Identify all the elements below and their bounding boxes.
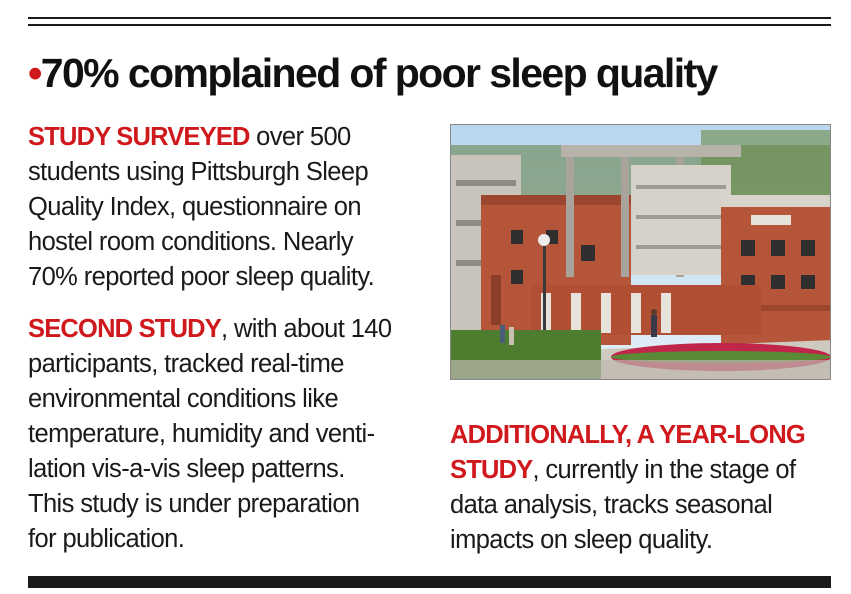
paragraph-lead: SECOND STUDY [28,315,222,343]
paragraph-line: STUDY SURVEYED over 500 [28,120,423,155]
paragraph-line: for publication. [28,525,185,553]
paragraph-line: 70% reported poor sleep quality. [28,263,375,291]
paragraph-year-long-study: ADDITIONALLY, A YEAR-LONG STUDY, current… [450,418,840,558]
paragraph-text: , currently in the stage of [532,456,796,484]
paragraph-line: students using Pittsburgh Sleep [28,158,369,186]
paragraph-lead: STUDY SURVEYED [28,123,250,151]
paragraph-line: lation vis-a-vis sleep patterns. [28,455,345,483]
paragraph-line: Quality Index, questionnaire on [28,193,362,221]
paragraph-line: impacts on sleep quality. [450,526,713,554]
paragraph-line: hostel room conditions. Nearly [28,228,354,256]
paragraph-lead: ADDITIONALLY, A YEAR-LONG [450,421,806,449]
paragraph-line: participants, tracked real-time [28,350,344,378]
building-illustration [451,125,830,379]
headline: •70% complained of poor sleep quality [28,48,719,98]
top-rule-thin-second [28,24,831,26]
paragraph-line: environmental conditions like [28,385,339,413]
paragraph-lead: STUDY [450,456,533,484]
paragraph-line: STUDY, currently in the stage of [450,453,840,488]
bottom-rule-thick [28,576,831,588]
campus-hostel-building-photo [450,124,831,380]
top-rule-thin [28,17,831,19]
paragraph-line: SECOND STUDY, with about 140 [28,312,423,347]
paragraph-line: temperature, humidity and venti- [28,420,375,448]
headline-text: 70% complained of poor sleep quality [40,50,719,96]
paragraph-text: , with about 140 [221,315,392,343]
paragraph-second-study: SECOND STUDY, with about 140 participant… [28,312,423,557]
paragraph-line: This study is under preparation [28,490,360,518]
paragraph-line: data analysis, tracks seasonal [450,491,773,519]
paragraph-text: over 500 [249,123,351,151]
headline-bullet: • [28,50,42,96]
paragraph-study-surveyed: STUDY SURVEYED over 500 students using P… [28,120,423,295]
